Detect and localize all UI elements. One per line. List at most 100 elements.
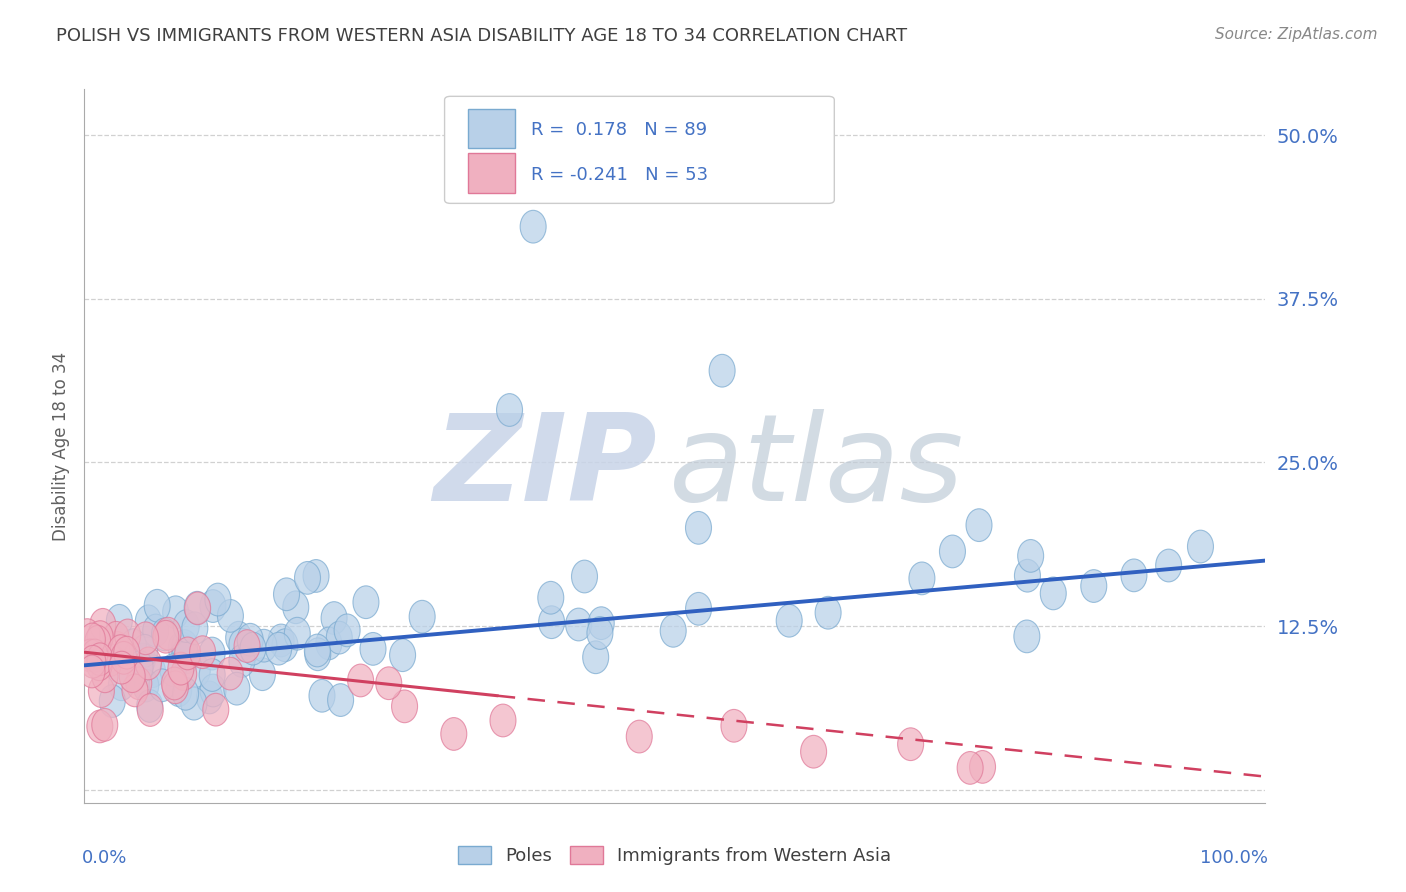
- Ellipse shape: [114, 636, 139, 669]
- Ellipse shape: [304, 634, 330, 667]
- Ellipse shape: [152, 618, 177, 650]
- Ellipse shape: [686, 511, 711, 544]
- Ellipse shape: [91, 660, 118, 693]
- Ellipse shape: [269, 624, 294, 657]
- Ellipse shape: [284, 617, 311, 650]
- Ellipse shape: [167, 652, 194, 685]
- FancyBboxPatch shape: [444, 96, 834, 203]
- Ellipse shape: [309, 680, 335, 712]
- Ellipse shape: [1014, 620, 1040, 653]
- Ellipse shape: [392, 690, 418, 723]
- Ellipse shape: [115, 619, 141, 652]
- Ellipse shape: [1081, 570, 1107, 602]
- Ellipse shape: [294, 562, 321, 594]
- Ellipse shape: [335, 614, 360, 647]
- Ellipse shape: [89, 674, 114, 707]
- Ellipse shape: [316, 627, 342, 660]
- Ellipse shape: [173, 610, 200, 642]
- Ellipse shape: [120, 660, 145, 692]
- Ellipse shape: [200, 674, 226, 706]
- Ellipse shape: [1156, 549, 1181, 582]
- Text: ZIP: ZIP: [433, 409, 657, 526]
- Ellipse shape: [153, 620, 179, 653]
- Ellipse shape: [108, 635, 134, 667]
- Ellipse shape: [489, 704, 516, 737]
- Ellipse shape: [537, 582, 564, 614]
- Ellipse shape: [82, 640, 108, 672]
- Ellipse shape: [132, 669, 159, 702]
- Ellipse shape: [169, 632, 194, 665]
- Text: POLISH VS IMMIGRANTS FROM WESTERN ASIA DISABILITY AGE 18 TO 34 CORRELATION CHART: POLISH VS IMMIGRANTS FROM WESTERN ASIA D…: [56, 27, 907, 45]
- Ellipse shape: [132, 634, 157, 667]
- Text: R = -0.241   N = 53: R = -0.241 N = 53: [531, 166, 707, 184]
- Ellipse shape: [229, 645, 254, 677]
- Ellipse shape: [274, 578, 299, 611]
- FancyBboxPatch shape: [468, 153, 516, 193]
- Ellipse shape: [108, 651, 135, 684]
- Y-axis label: Disability Age 18 to 34: Disability Age 18 to 34: [52, 351, 70, 541]
- Ellipse shape: [132, 622, 159, 655]
- Ellipse shape: [79, 624, 105, 656]
- Ellipse shape: [409, 600, 434, 633]
- Ellipse shape: [172, 630, 198, 663]
- Ellipse shape: [172, 635, 198, 668]
- Ellipse shape: [155, 617, 181, 650]
- Ellipse shape: [174, 637, 201, 670]
- Text: atlas: atlas: [669, 409, 965, 526]
- Ellipse shape: [173, 677, 198, 710]
- Ellipse shape: [87, 640, 112, 673]
- Ellipse shape: [200, 590, 226, 623]
- Ellipse shape: [197, 681, 222, 714]
- Ellipse shape: [138, 694, 163, 726]
- Ellipse shape: [321, 602, 347, 634]
- Ellipse shape: [173, 641, 200, 673]
- Ellipse shape: [897, 728, 924, 761]
- Ellipse shape: [90, 608, 115, 641]
- Ellipse shape: [202, 693, 229, 726]
- Ellipse shape: [129, 643, 156, 676]
- Ellipse shape: [97, 644, 124, 676]
- Ellipse shape: [205, 583, 231, 615]
- Ellipse shape: [87, 710, 112, 743]
- Ellipse shape: [149, 669, 174, 702]
- Ellipse shape: [776, 605, 803, 637]
- Legend: Poles, Immigrants from Western Asia: Poles, Immigrants from Western Asia: [458, 846, 891, 865]
- Ellipse shape: [1040, 577, 1066, 610]
- Ellipse shape: [170, 657, 197, 690]
- Ellipse shape: [190, 636, 215, 668]
- Ellipse shape: [184, 655, 211, 687]
- Ellipse shape: [709, 354, 735, 387]
- Ellipse shape: [496, 393, 523, 426]
- Ellipse shape: [217, 657, 243, 690]
- Ellipse shape: [181, 612, 208, 645]
- Ellipse shape: [143, 615, 169, 647]
- Ellipse shape: [107, 605, 132, 637]
- Ellipse shape: [565, 608, 592, 640]
- Ellipse shape: [283, 591, 309, 624]
- Ellipse shape: [87, 621, 114, 654]
- Ellipse shape: [125, 667, 152, 699]
- Ellipse shape: [163, 671, 188, 704]
- FancyBboxPatch shape: [468, 109, 516, 148]
- Ellipse shape: [538, 606, 565, 639]
- Ellipse shape: [800, 735, 827, 768]
- Ellipse shape: [91, 708, 118, 741]
- Ellipse shape: [79, 655, 105, 688]
- Ellipse shape: [139, 655, 166, 688]
- Ellipse shape: [80, 646, 105, 678]
- Ellipse shape: [1018, 540, 1043, 573]
- Ellipse shape: [271, 629, 298, 662]
- Ellipse shape: [1188, 530, 1213, 563]
- Ellipse shape: [588, 607, 614, 640]
- Ellipse shape: [908, 562, 935, 595]
- Ellipse shape: [87, 643, 112, 675]
- Ellipse shape: [305, 638, 330, 671]
- Ellipse shape: [75, 619, 100, 651]
- Ellipse shape: [233, 630, 260, 663]
- Ellipse shape: [582, 640, 609, 673]
- Ellipse shape: [224, 673, 250, 705]
- Ellipse shape: [360, 632, 387, 665]
- Ellipse shape: [1121, 559, 1147, 591]
- Ellipse shape: [200, 658, 225, 691]
- Ellipse shape: [1015, 559, 1040, 592]
